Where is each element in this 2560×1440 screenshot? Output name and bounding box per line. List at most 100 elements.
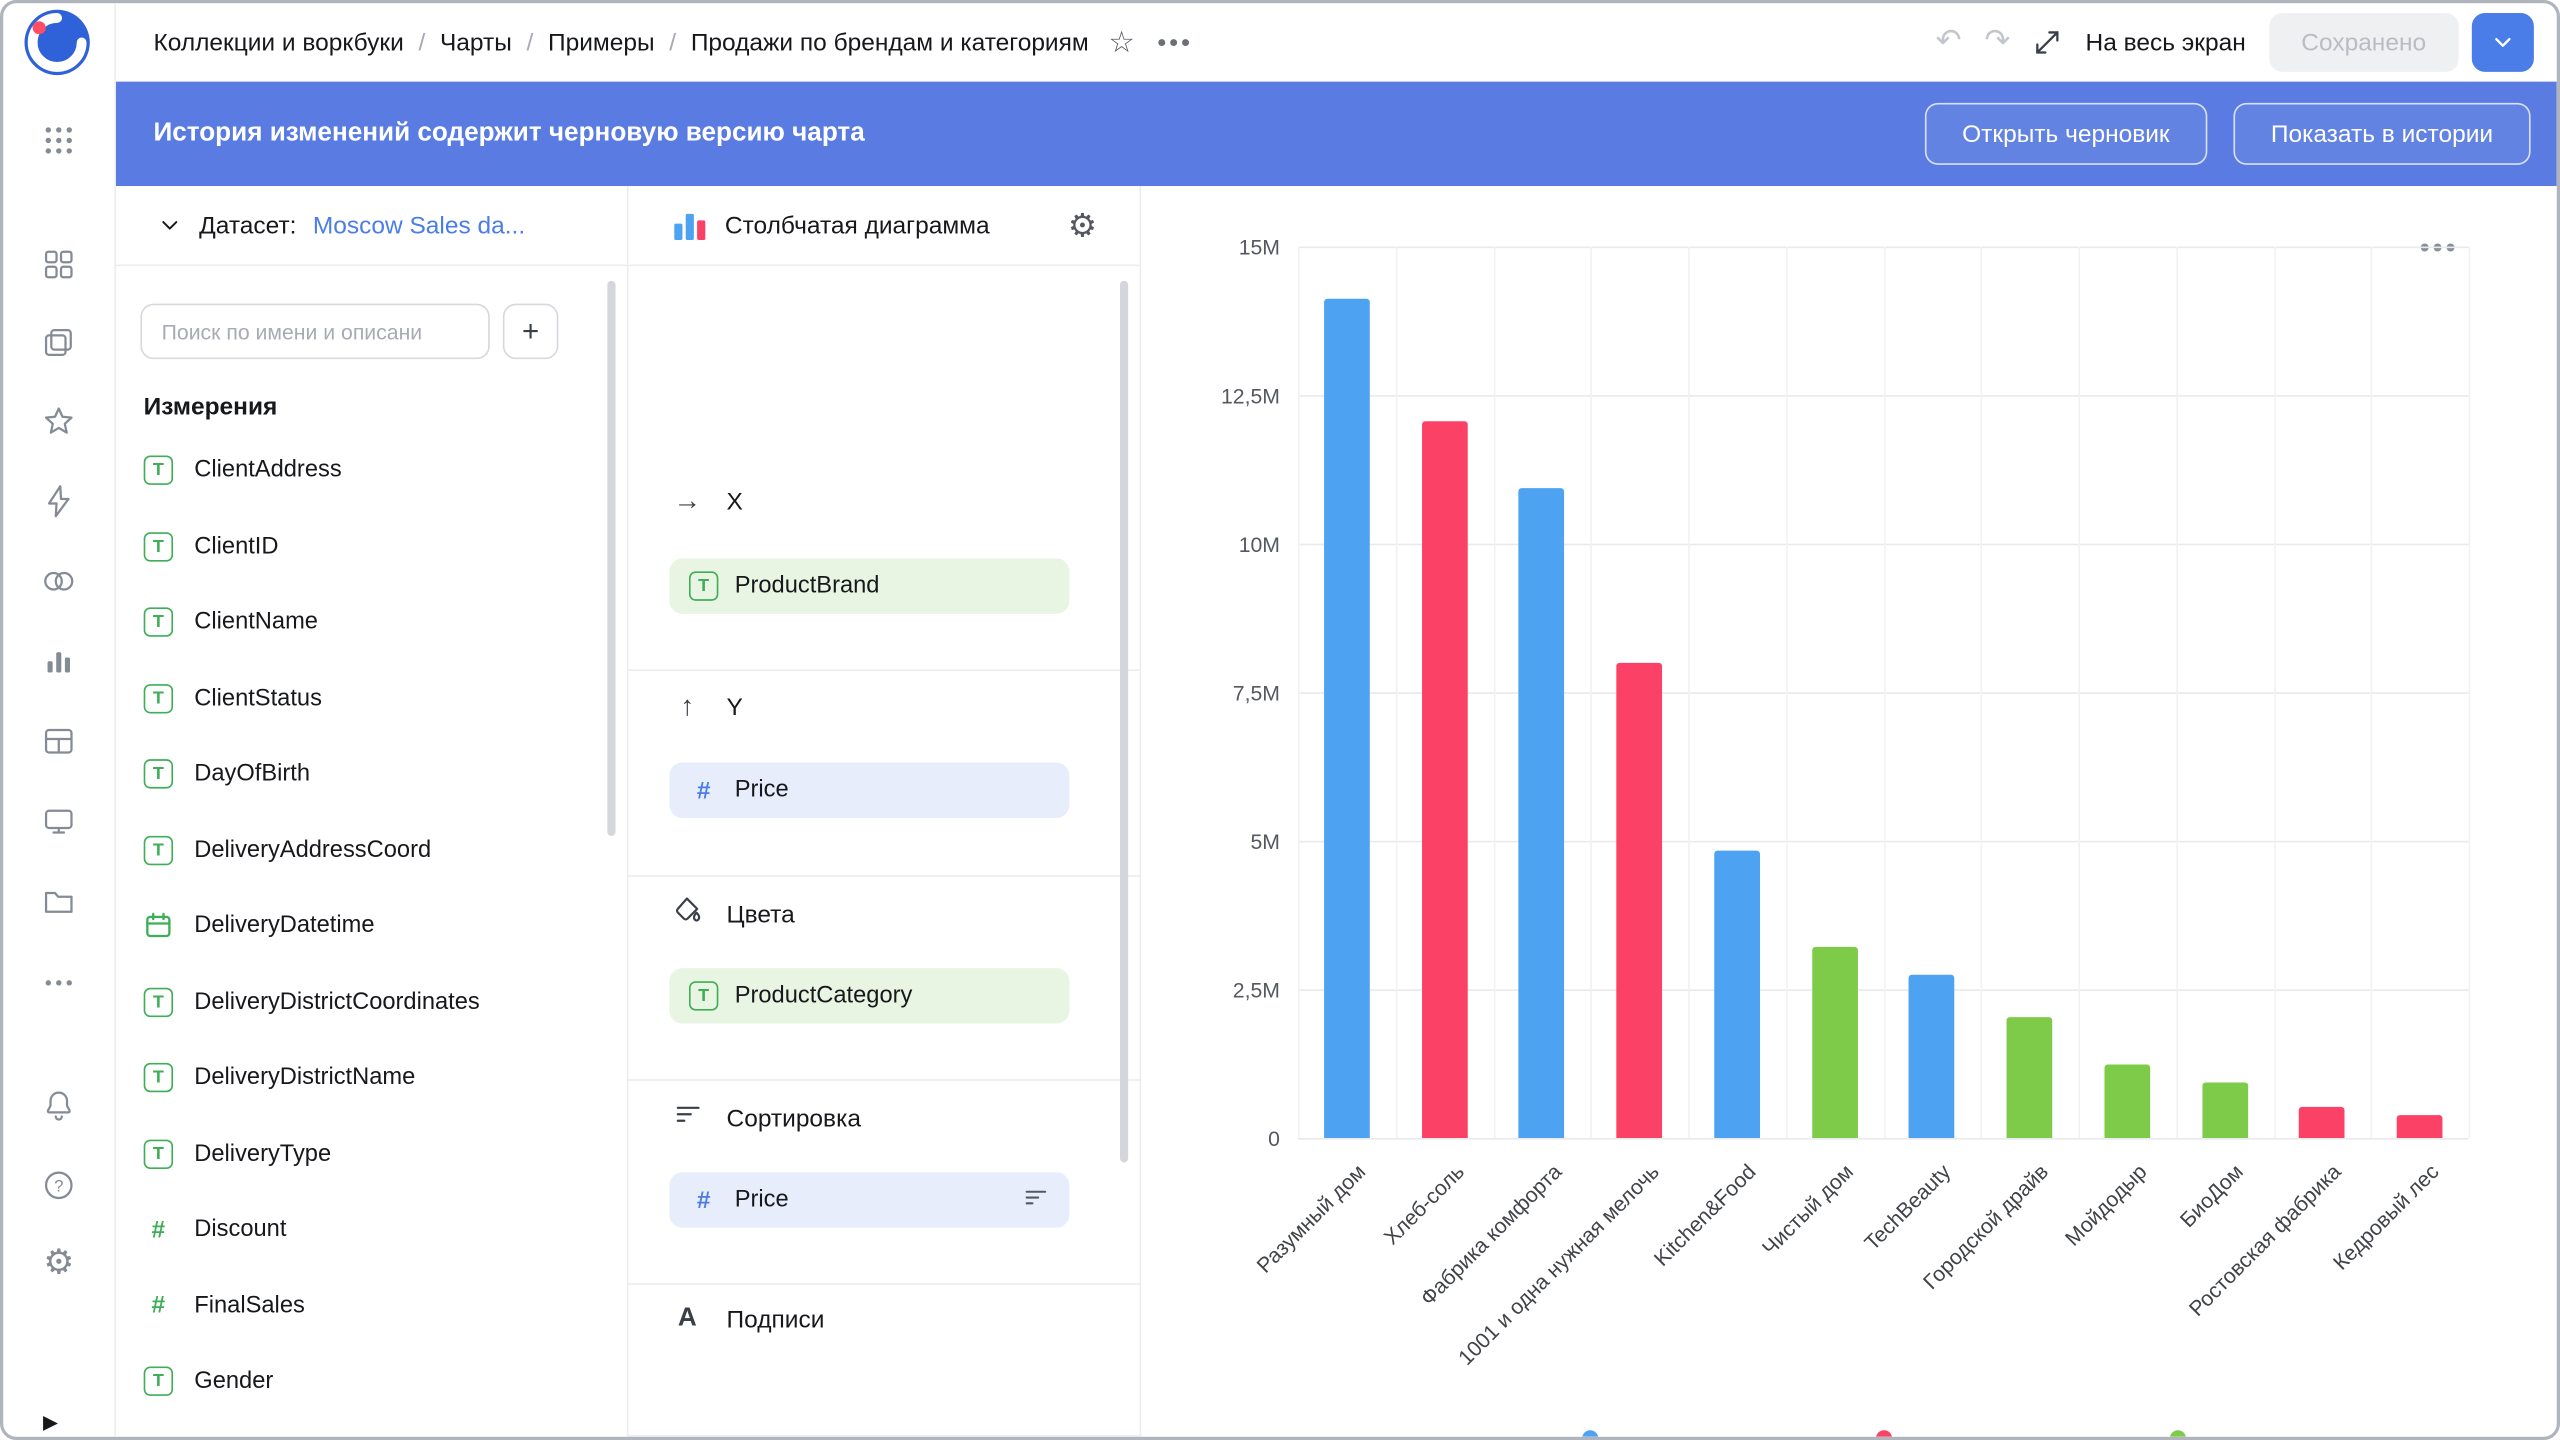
redo-icon[interactable]: ↷ (1984, 26, 2010, 59)
paint-bucket-icon (671, 895, 704, 934)
chart-legend (1298, 1430, 2469, 1437)
dataset-field[interactable]: TDeliveryAddressCoord (114, 812, 614, 888)
legend-item[interactable] (1875, 1430, 1891, 1437)
scrollbar-thumb[interactable] (1120, 281, 1128, 1163)
more-actions-icon[interactable]: ••• (1158, 29, 1194, 57)
workbooks-icon[interactable] (41, 325, 77, 361)
help-icon[interactable]: ? (41, 1167, 77, 1203)
text-field-icon: T (144, 456, 173, 485)
scrollbar-thumb[interactable] (607, 281, 615, 836)
bar[interactable] (1617, 663, 1663, 1138)
dataset-field[interactable]: TClientName (114, 584, 614, 660)
draft-banner: История изменений содержит черновую верс… (114, 82, 2556, 186)
chevron-down-icon[interactable] (157, 212, 183, 238)
datasets-icon[interactable] (41, 563, 77, 599)
notifications-bell-icon[interactable] (41, 1087, 77, 1123)
bar[interactable] (1324, 299, 1370, 1138)
more-services-icon[interactable] (41, 965, 77, 1001)
tables-icon[interactable] (41, 723, 77, 759)
field-name: ClientAddress (194, 458, 341, 484)
open-draft-button[interactable]: Открыть черновик (1925, 103, 2208, 165)
saved-button[interactable]: Сохранено (2269, 13, 2459, 72)
chart-type-header: Столбчатая диаграмма ⚙ (629, 186, 1140, 266)
y-axis: 02,5M5M7,5M10M12,5M15M (1149, 247, 1280, 1138)
app-logo[interactable] (21, 7, 93, 79)
top-bar: Коллекции и воркбуки/Чарты/Примеры/Прода… (114, 3, 2556, 81)
search-input[interactable] (140, 304, 489, 360)
field-name: FinalSales (194, 1293, 305, 1319)
dataset-name-link[interactable]: Moscow Sales da... (313, 211, 525, 239)
fullscreen-label[interactable]: На весь экран (2086, 29, 2246, 57)
y-field-pill[interactable]: # Price (669, 762, 1069, 818)
bar[interactable] (2202, 1083, 2248, 1138)
chart-settings-gear-icon[interactable]: ⚙ (1068, 205, 1097, 246)
field-name: DeliveryDatetime (194, 913, 374, 939)
chevron-down-icon (2490, 29, 2516, 55)
add-field-button[interactable]: + (503, 304, 559, 360)
colors-field-pill[interactable]: T ProductCategory (669, 968, 1069, 1024)
dataset-field[interactable]: TClientStatus (114, 660, 614, 736)
breadcrumb-item[interactable]: Коллекции и воркбуки (153, 29, 403, 57)
favorites-icon[interactable] (41, 403, 77, 439)
dataset-field[interactable]: # Discount (114, 1192, 614, 1268)
sort-field-pill[interactable]: # Price (669, 1172, 1069, 1228)
undo-icon[interactable]: ↶ (1936, 26, 1962, 59)
settings-gear-icon[interactable]: ⚙ (41, 1246, 77, 1282)
bar[interactable] (1714, 850, 1760, 1138)
dataset-field[interactable]: TGender (114, 1344, 614, 1420)
section-divider (629, 1079, 1140, 1081)
field-name: Discount (194, 1217, 286, 1243)
breadcrumb-item[interactable]: Примеры (548, 29, 655, 57)
fullscreen-icon[interactable] (2033, 28, 2062, 57)
gridline (2176, 247, 2178, 1138)
collections-icon[interactable] (41, 247, 77, 283)
chart-type-label[interactable]: Столбчатая диаграмма (725, 211, 990, 239)
dataset-header: Датасет: Moscow Sales da... (114, 186, 627, 266)
bar[interactable] (1909, 975, 1955, 1138)
apps-grid-icon[interactable] (41, 122, 77, 158)
arrow-right-icon: → (671, 485, 704, 518)
dataset-field[interactable]: TDeliveryDistrictName (114, 1040, 614, 1116)
draft-banner-actions: Открыть черновик Показать в истории (1925, 103, 2531, 165)
text-field-icon: T (144, 684, 173, 713)
legend-item[interactable] (1581, 1430, 1597, 1437)
bar[interactable] (2104, 1064, 2150, 1138)
save-dropdown-button[interactable] (2472, 13, 2534, 72)
sort-field-name: Price (735, 1187, 789, 1213)
dataset-field[interactable]: DeliveryDatetime (114, 888, 614, 964)
gridline (1298, 247, 1300, 1138)
text-field-icon: T (689, 981, 718, 1010)
dataset-field[interactable]: TDeliveryDistrictCoordinates (114, 964, 614, 1040)
bar[interactable] (2007, 1017, 2053, 1138)
dataset-field[interactable]: TClientID (114, 509, 614, 585)
dashboards-icon[interactable] (41, 803, 77, 839)
bar[interactable] (1519, 488, 1565, 1138)
bar[interactable] (1812, 947, 1858, 1138)
dataset-field[interactable]: #FinalSales (114, 1268, 614, 1344)
y-tick-label: 10M (1149, 532, 1280, 556)
dataset-field[interactable]: T ClientAddress (114, 433, 614, 509)
section-divider (629, 875, 1140, 877)
storage-icon[interactable] (41, 883, 77, 919)
bar[interactable] (2299, 1107, 2345, 1138)
expand-panel-icon[interactable]: ▶ (33, 1404, 69, 1440)
y-field-name: Price (735, 777, 789, 803)
bar[interactable] (1421, 421, 1467, 1138)
app-sidebar-rail: ? ⚙ ▶ (3, 3, 116, 1436)
legend-item[interactable] (2169, 1430, 2185, 1437)
number-field-icon: # (144, 1216, 173, 1244)
dataset-field[interactable]: TDeliveryType (114, 1116, 614, 1192)
text-field-icon: T (144, 1139, 173, 1168)
labels-section-label: Подписи (727, 1305, 825, 1333)
favorite-star-icon[interactable]: ☆ (1108, 25, 1134, 59)
x-category-text: TechBeauty (1860, 1159, 1956, 1255)
show-history-button[interactable]: Показать в истории (2233, 103, 2530, 165)
charts-icon[interactable] (41, 643, 77, 679)
bar[interactable] (2397, 1115, 2443, 1138)
breadcrumb-item[interactable]: Чарты (440, 29, 512, 57)
sort-direction-icon[interactable] (1022, 1183, 1050, 1217)
dataset-field[interactable]: TDayOfBirth (114, 736, 614, 812)
connections-icon[interactable] (41, 483, 77, 519)
x-section-header: → X (671, 485, 743, 518)
x-field-pill[interactable]: T ProductBrand (669, 558, 1069, 614)
